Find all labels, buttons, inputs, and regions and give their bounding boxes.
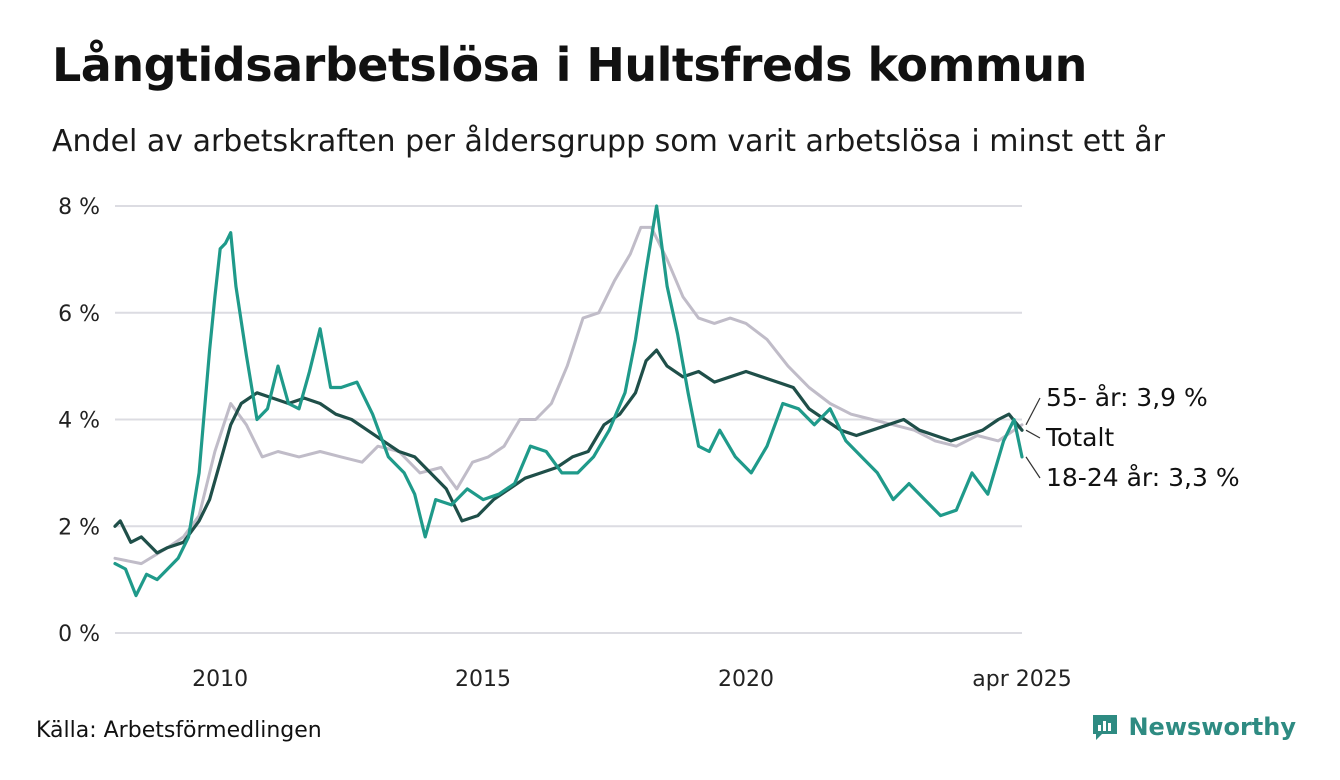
brand-logo: Newsworthy xyxy=(1090,712,1296,742)
x-tick-label: 2010 xyxy=(192,667,248,692)
grid-lines xyxy=(115,205,1022,634)
end-label-age_18_24: 18-24 år: 3,3 % xyxy=(1046,463,1240,492)
end-labels: 55- år: 3,9 % Totalt 18-24 år: 3,3 % xyxy=(1025,383,1240,492)
source-note: Källa: Arbetsförmedlingen xyxy=(36,718,322,743)
y-axis-ticks: 0 % 2 % 4 % 6 % 8 % xyxy=(58,195,100,647)
newsworthy-logo-icon xyxy=(1093,715,1118,740)
x-tick-label: 2015 xyxy=(455,667,511,692)
y-tick-label: 2 % xyxy=(58,515,100,540)
y-tick-label: 8 % xyxy=(58,195,100,220)
end-label-totalt: Totalt xyxy=(1045,423,1114,452)
series-lines xyxy=(113,204,1024,598)
y-tick-label: 4 % xyxy=(58,409,100,434)
x-tick-label: apr 2025 xyxy=(972,667,1071,692)
chart-subtitle: Andel av arbetskraften per åldersgrupp s… xyxy=(52,124,1165,159)
chart-title: Långtidsarbetslösa i Hultsfreds kommun xyxy=(52,38,1087,92)
label-leader-line xyxy=(1025,456,1041,479)
x-tick-label: 2020 xyxy=(718,667,774,692)
y-tick-label: 0 % xyxy=(58,622,100,647)
end-label-age_55: 55- år: 3,9 % xyxy=(1046,383,1208,412)
label-leader-line xyxy=(1025,397,1041,426)
series-line-age_55 xyxy=(113,225,1024,566)
x-axis-ticks: 2010 2015 2020 apr 2025 xyxy=(192,667,1072,692)
label-leader-line xyxy=(1025,429,1041,439)
brand-name: Newsworthy xyxy=(1128,713,1296,741)
y-tick-label: 6 % xyxy=(58,302,100,327)
series-line-age_18_24 xyxy=(113,204,1024,598)
